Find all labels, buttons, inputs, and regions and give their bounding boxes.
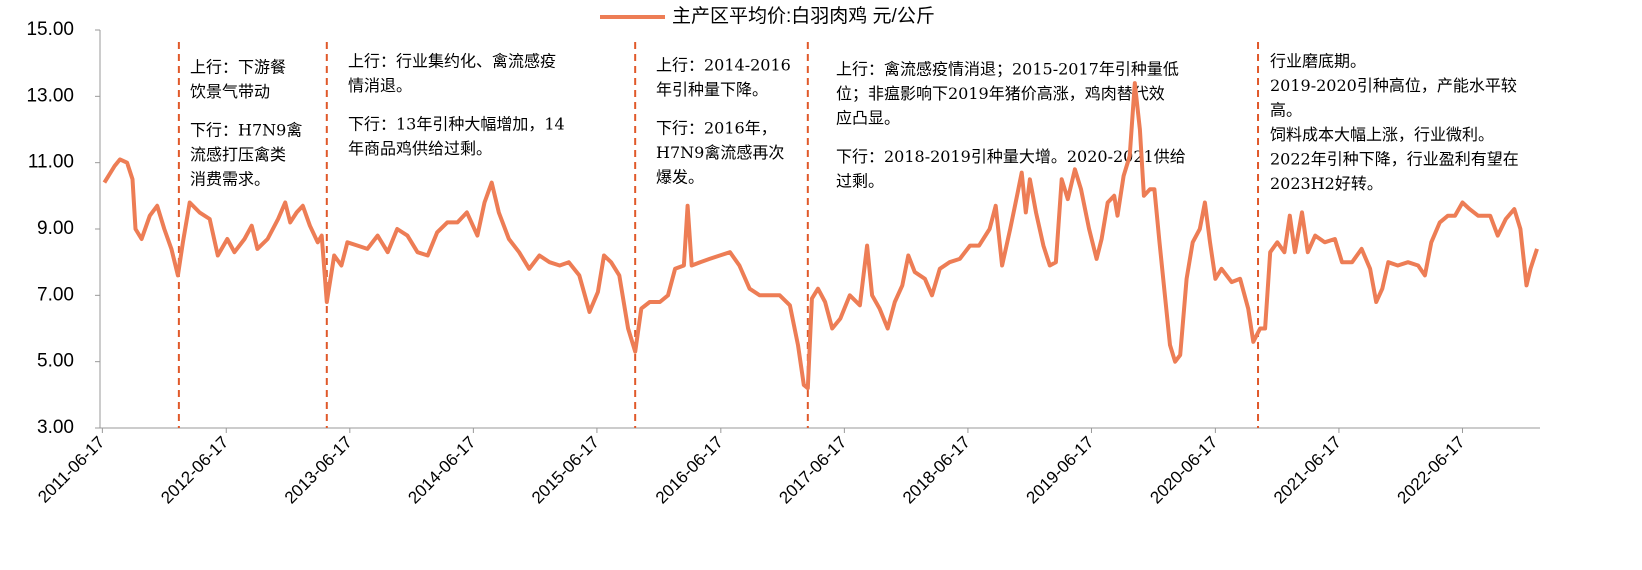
x-tick-label: 2019-06-17 (1023, 433, 1098, 508)
annotation-text: 流感打压禽类 (190, 145, 286, 164)
annotation-text: 高。 (1270, 101, 1302, 120)
annotation-text: 年商品鸡供给过剩。 (348, 139, 492, 158)
series-line (102, 81, 1539, 391)
annotation-text: 上行：禽流感疫情消退；2015-2017年引种量低 (836, 60, 1179, 79)
annotation-text: 行业磨底期。 (1270, 52, 1366, 71)
x-tick-label: 2018-06-17 (899, 433, 974, 508)
annotation-text: 下行：2016年， (656, 119, 777, 138)
y-tick-label: 7.00 (37, 284, 74, 305)
legend-label: 主产区平均价:白羽肉鸡 元/公斤 (672, 5, 935, 27)
annotation-text: 上行：行业集约化、禽流感疫 (348, 52, 556, 71)
annotation-text: H7N9禽流感再次 (656, 143, 784, 162)
annotation-text: 上行：2014-2016 (656, 56, 791, 75)
x-tick-label: 2012-06-17 (157, 433, 232, 508)
annotation-text: 过剩。 (836, 172, 884, 191)
y-tick-label: 9.00 (37, 218, 74, 239)
annotation-text: 饲料成本大幅上涨，行业微利。 (1270, 125, 1494, 144)
annotation-text: 消费需求。 (190, 170, 270, 189)
annotation-text: 2019-2020引种高位，产能水平较 (1270, 76, 1517, 95)
annotation-text: 爆发。 (656, 168, 704, 187)
y-tick-label: 3.00 (37, 417, 74, 438)
x-tick-label: 2015-06-17 (528, 433, 603, 508)
annotation-text: 2022年引种下降，行业盈利有望在 (1270, 150, 1519, 169)
annotation-text: 位；非瘟影响下2019年猪价高涨，鸡肉替代效 (836, 84, 1165, 103)
x-tick-label: 2011-06-17 (34, 433, 108, 507)
annotation-text: 情消退。 (348, 76, 412, 95)
y-tick-label: 15.00 (26, 19, 74, 40)
y-tick-label: 5.00 (37, 351, 74, 372)
y-tick-label: 11.00 (28, 152, 74, 173)
x-tick-label: 2021-06-17 (1270, 433, 1345, 508)
x-tick-label: 2013-06-17 (281, 433, 356, 508)
annotation-text: 饮景气带动 (190, 82, 270, 101)
y-tick-label: 13.00 (26, 85, 74, 106)
x-tick-label: 2022-06-17 (1394, 433, 1469, 508)
x-tick-label: 2017-06-17 (775, 433, 850, 508)
x-tick-label: 2016-06-17 (652, 433, 727, 508)
annotation-text: 下行：H7N9禽 (190, 121, 302, 140)
annotation-text: 应凸显。 (836, 109, 900, 128)
x-tick-label: 2014-06-17 (404, 433, 479, 508)
annotation-text: 下行：2018-2019引种量大增。2020-2021供给 (836, 147, 1186, 166)
annotation-text: 年引种量下降。 (656, 80, 768, 99)
annotation-text: 上行：下游餐 (190, 58, 286, 77)
annotation-text: 2023H2好转。 (1270, 174, 1383, 193)
annotation-text: 下行：13年引种大幅增加，14 (348, 115, 565, 134)
x-tick-label: 2020-06-17 (1146, 433, 1221, 508)
